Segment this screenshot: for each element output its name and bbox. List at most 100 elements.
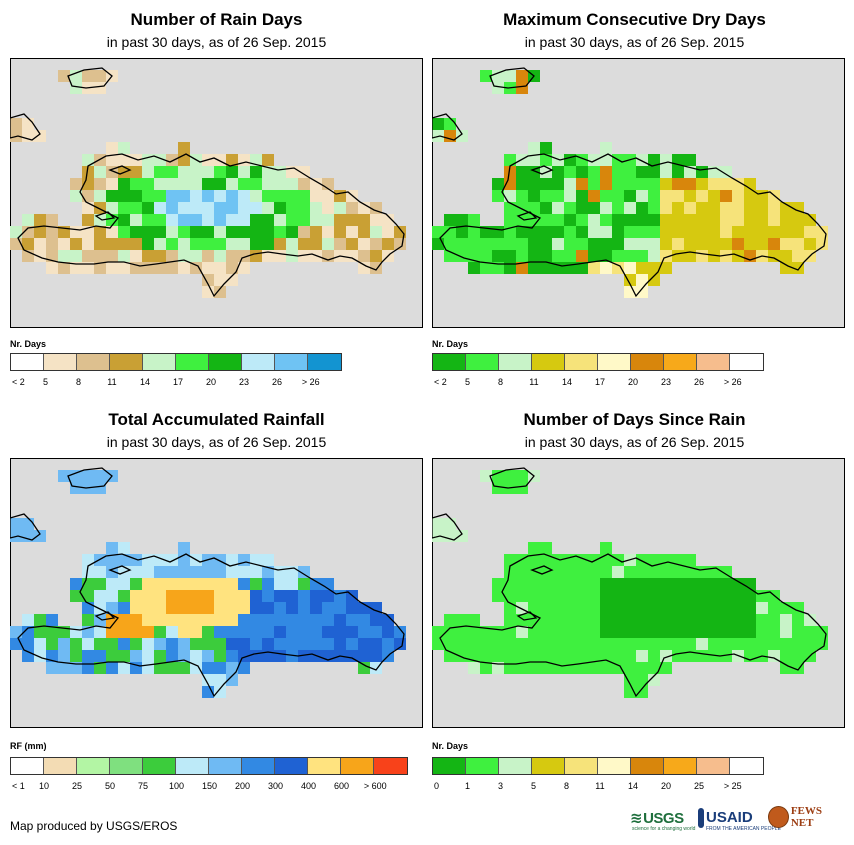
grid-cell: [600, 166, 612, 178]
legend-swatch: [110, 354, 143, 370]
grid-cell: [130, 578, 142, 590]
grid-cell: [262, 154, 274, 166]
grid-cell: [334, 226, 346, 238]
grid-cell: [696, 166, 708, 178]
grid-cell: [636, 554, 648, 566]
grid-cell: [468, 238, 480, 250]
grid-cell: [444, 226, 456, 238]
grid-cell: [516, 590, 528, 602]
grid-cell: [298, 226, 310, 238]
grid-cell: [214, 286, 226, 298]
panel-subtitle: in past 30 days, as of 26 Sep. 2015: [524, 434, 745, 450]
grid-cell: [588, 226, 600, 238]
grid-cell: [636, 566, 648, 578]
grid-cell: [142, 178, 154, 190]
grid-cell: [684, 166, 696, 178]
grid-cell: [708, 626, 720, 638]
grid-cell: [250, 178, 262, 190]
grid-cell: [468, 262, 480, 274]
grid-cell: [94, 650, 106, 662]
grid-cell: [672, 154, 684, 166]
grid-cell: [70, 470, 82, 482]
grid-cell: [744, 190, 756, 202]
grid-cell: [226, 226, 238, 238]
grid-cell: [178, 190, 190, 202]
panel-subtitle: in past 30 days, as of 26 Sep. 2015: [106, 434, 327, 450]
grid-cell: [370, 614, 382, 626]
grid-cell: [286, 602, 298, 614]
legend-swatch: [499, 758, 532, 774]
grid-cell: [70, 650, 82, 662]
grid-cell: [444, 626, 456, 638]
grid-cell: [274, 650, 286, 662]
grid-cell: [286, 590, 298, 602]
grid-cell: [624, 190, 636, 202]
coastline-outline: [17, 553, 405, 698]
grid-cell: [94, 578, 106, 590]
grid-cell: [274, 590, 286, 602]
grid-cell: [648, 602, 660, 614]
grid-cell: [780, 650, 792, 662]
grid-cell: [480, 650, 492, 662]
grid-cell: [190, 190, 202, 202]
legend-swatch: [565, 354, 598, 370]
grid-cell: [58, 238, 70, 250]
grid-cell: [190, 578, 202, 590]
coastline-outline: [94, 211, 116, 221]
grid-cell: [238, 614, 250, 626]
legend-tick-label: > 26: [723, 377, 742, 387]
grid-cell: [142, 214, 154, 226]
grid-cell: [732, 638, 744, 650]
grid-cell: [262, 638, 274, 650]
grid-cell: [274, 226, 286, 238]
grid-cell: [648, 614, 660, 626]
grid-cell: [612, 214, 624, 226]
grid-cell: [358, 238, 370, 250]
legend-swatch: [110, 758, 143, 774]
grid-cell: [178, 638, 190, 650]
grid-cell: [214, 638, 226, 650]
grid-cell: [552, 238, 564, 250]
grid-cell: [576, 578, 588, 590]
grid-cell: [130, 178, 142, 190]
grid-cell: [576, 166, 588, 178]
grid-cell: [684, 566, 696, 578]
grid-cell: [684, 614, 696, 626]
grid-cell: [564, 262, 576, 274]
grid-cell: [504, 190, 516, 202]
legend-swatch: [209, 758, 242, 774]
grid-cell: [130, 250, 142, 262]
grid-cell: [528, 602, 540, 614]
grid-cell: [708, 638, 720, 650]
grid-cell: [118, 250, 130, 262]
grid-cell: [768, 202, 780, 214]
grid-cell: [202, 578, 214, 590]
grid-cell: [684, 578, 696, 590]
grid-cell: [250, 238, 262, 250]
legend-tick-label: 26: [271, 377, 283, 387]
grid-cell: [552, 578, 564, 590]
grid-cell: [202, 226, 214, 238]
legend-swatch: [308, 758, 341, 774]
grid-cell: [660, 262, 672, 274]
grid-cell: [504, 70, 516, 82]
grid-cell: [118, 662, 130, 674]
grid-cell: [154, 614, 166, 626]
grid-cell: [166, 602, 178, 614]
grid-cell: [142, 662, 154, 674]
grid-cell: [696, 566, 708, 578]
grid-cell: [624, 674, 636, 686]
grid-cell: [504, 638, 516, 650]
grid-cell: [552, 166, 564, 178]
grid-cell: [94, 590, 106, 602]
grid-cell: [660, 602, 672, 614]
grid-cell: [708, 178, 720, 190]
grid-cell: [732, 614, 744, 626]
grid-cell: [672, 166, 684, 178]
grid-cell: [648, 566, 660, 578]
grid-cell: [274, 166, 286, 178]
grid-cell: [540, 578, 552, 590]
grid-cell: [552, 650, 564, 662]
grid-cell: [118, 154, 130, 166]
grid-cell: [202, 202, 214, 214]
